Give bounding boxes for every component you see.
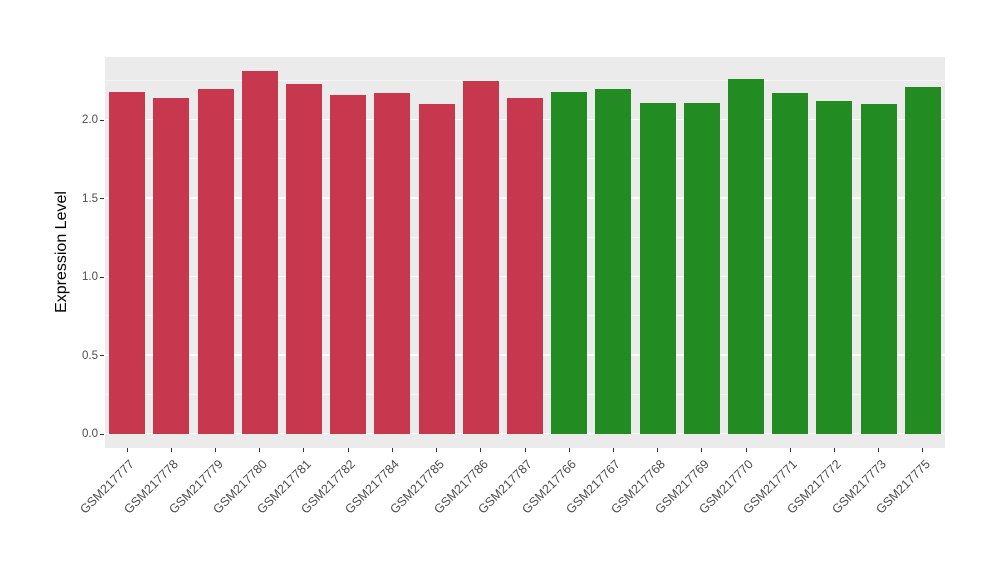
bar	[595, 88, 632, 434]
x-tick-mark-icon	[612, 448, 614, 452]
x-axis-labels: GSM217777 GSM217778 GSM217779 GSM217780 GSM2…	[0, 448, 1000, 580]
bar	[728, 79, 765, 434]
x-tick-mark-icon	[745, 448, 747, 452]
x-tick-label: GSM217766	[519, 457, 580, 517]
x-tick-mark-icon	[480, 448, 482, 452]
x-tick-mark-icon	[259, 448, 261, 452]
x-tick-label: GSM217782	[298, 457, 359, 517]
x-tick-mark-icon	[303, 448, 305, 452]
x-tick-label: GSM217780	[210, 457, 270, 517]
bar	[241, 71, 278, 434]
y-tick-mark-icon	[100, 355, 104, 356]
x-tick-label: GSM217775	[873, 457, 933, 517]
bar	[418, 104, 455, 434]
x-tick-label: GSM217768	[607, 457, 668, 517]
bar	[772, 93, 809, 434]
x-tick-label: GSM217785	[386, 457, 447, 517]
x-tick-label: GSM217778	[121, 457, 182, 517]
bar	[639, 102, 676, 434]
x-tick-label: GSM217770	[696, 457, 756, 517]
bar	[153, 98, 190, 434]
x-tick-mark-icon	[833, 448, 835, 452]
y-tick-mark-icon	[100, 119, 104, 121]
x-tick-mark-icon	[922, 448, 924, 452]
bar	[109, 91, 146, 434]
y-tick-label: 0.0	[82, 428, 98, 440]
x-tick-mark-icon	[524, 448, 526, 452]
bar	[860, 104, 897, 434]
x-tick-mark-icon	[789, 448, 791, 452]
y-tick-label: 0.5	[82, 349, 98, 362]
bar	[551, 91, 588, 434]
bar	[285, 83, 322, 434]
bar	[904, 87, 941, 434]
bar	[197, 88, 234, 434]
x-tick-mark-icon	[170, 448, 172, 452]
x-tick-label: GSM217781	[254, 457, 314, 517]
bar	[816, 101, 853, 434]
x-tick-mark-icon	[701, 448, 703, 452]
y-axis-title: Expression Level	[53, 191, 70, 313]
x-tick-mark-icon	[391, 448, 393, 452]
x-tick-label: GSM217772	[784, 457, 845, 517]
y-tick-label: 2.0	[82, 114, 98, 126]
bar	[507, 98, 543, 434]
y-tick-mark-icon	[100, 198, 104, 199]
x-tick-label: GSM217787	[475, 457, 535, 517]
x-tick-label: GSM217777	[77, 457, 138, 517]
x-tick-label: GSM217773	[829, 457, 889, 517]
x-tick-label: GSM217771	[740, 457, 801, 517]
x-tick-label: GSM217779	[165, 457, 226, 517]
x-tick-label: GSM217769	[652, 457, 712, 517]
x-tick-label: GSM217784	[342, 457, 403, 517]
y-tick-mark-icon	[100, 433, 104, 435]
bar	[374, 93, 411, 434]
x-tick-mark-icon	[657, 448, 659, 452]
y-tick-mark-icon	[100, 276, 104, 278]
x-tick-mark-icon	[878, 448, 880, 452]
x-tick-mark-icon	[568, 448, 570, 452]
bar	[462, 80, 499, 434]
x-tick-mark-icon	[215, 448, 217, 452]
plot-panel	[105, 57, 945, 448]
x-tick-mark-icon	[126, 448, 128, 452]
x-tick-mark-icon	[436, 448, 438, 452]
x-tick-mark-icon	[347, 448, 349, 452]
gridline-minor	[105, 79, 945, 81]
bar	[683, 102, 720, 434]
bar	[330, 94, 367, 434]
x-tick-label: GSM217767	[563, 457, 624, 517]
x-tick-label: GSM217786	[431, 457, 491, 517]
